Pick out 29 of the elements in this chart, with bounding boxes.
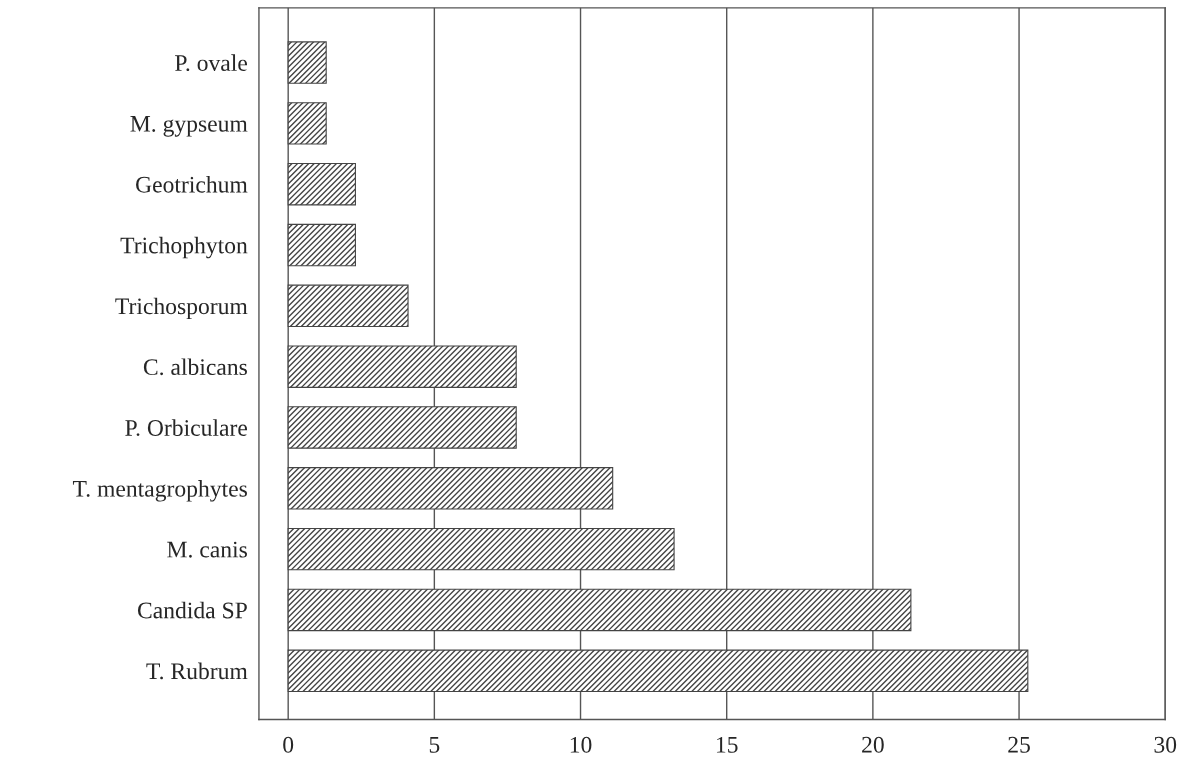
x-tick-label: 15 (716, 736, 738, 753)
y-tick-label: M. gypseum (130, 116, 248, 137)
x-tick-label: 5 (429, 737, 440, 753)
y-tick-label: Trichosporum (115, 297, 248, 320)
bar (287, 649, 1029, 693)
y-tick-label: Geotrichum (136, 176, 248, 193)
x-tick-label: 30 (1154, 736, 1177, 753)
x-tick-label: 10 (570, 736, 592, 753)
x-tick-label: 0 (283, 736, 294, 753)
y-tick-label: M. canis (167, 541, 247, 558)
bar (287, 41, 327, 84)
bar (287, 162, 356, 206)
bar (287, 467, 614, 510)
y-tick-label: T. Rubrum (146, 662, 248, 680)
bar (287, 223, 356, 267)
bar (287, 284, 409, 328)
x-tick-label: 25 (1008, 736, 1030, 753)
y-tick-label: C. albicans (143, 358, 247, 376)
y-tick-label: Trichophyton (120, 236, 248, 259)
bar (287, 345, 517, 388)
bar (287, 588, 912, 632)
y-tick-label: T. mentagrophytes (72, 480, 247, 502)
bar (287, 527, 675, 571)
bar (287, 102, 327, 145)
bar (287, 406, 517, 449)
y-tick-label: P. Orbiculare (125, 419, 248, 437)
y-tick-label: Candida SP (137, 601, 247, 619)
x-tick-label: 20 (862, 736, 884, 753)
y-tick-label: P. ovale (175, 54, 248, 72)
